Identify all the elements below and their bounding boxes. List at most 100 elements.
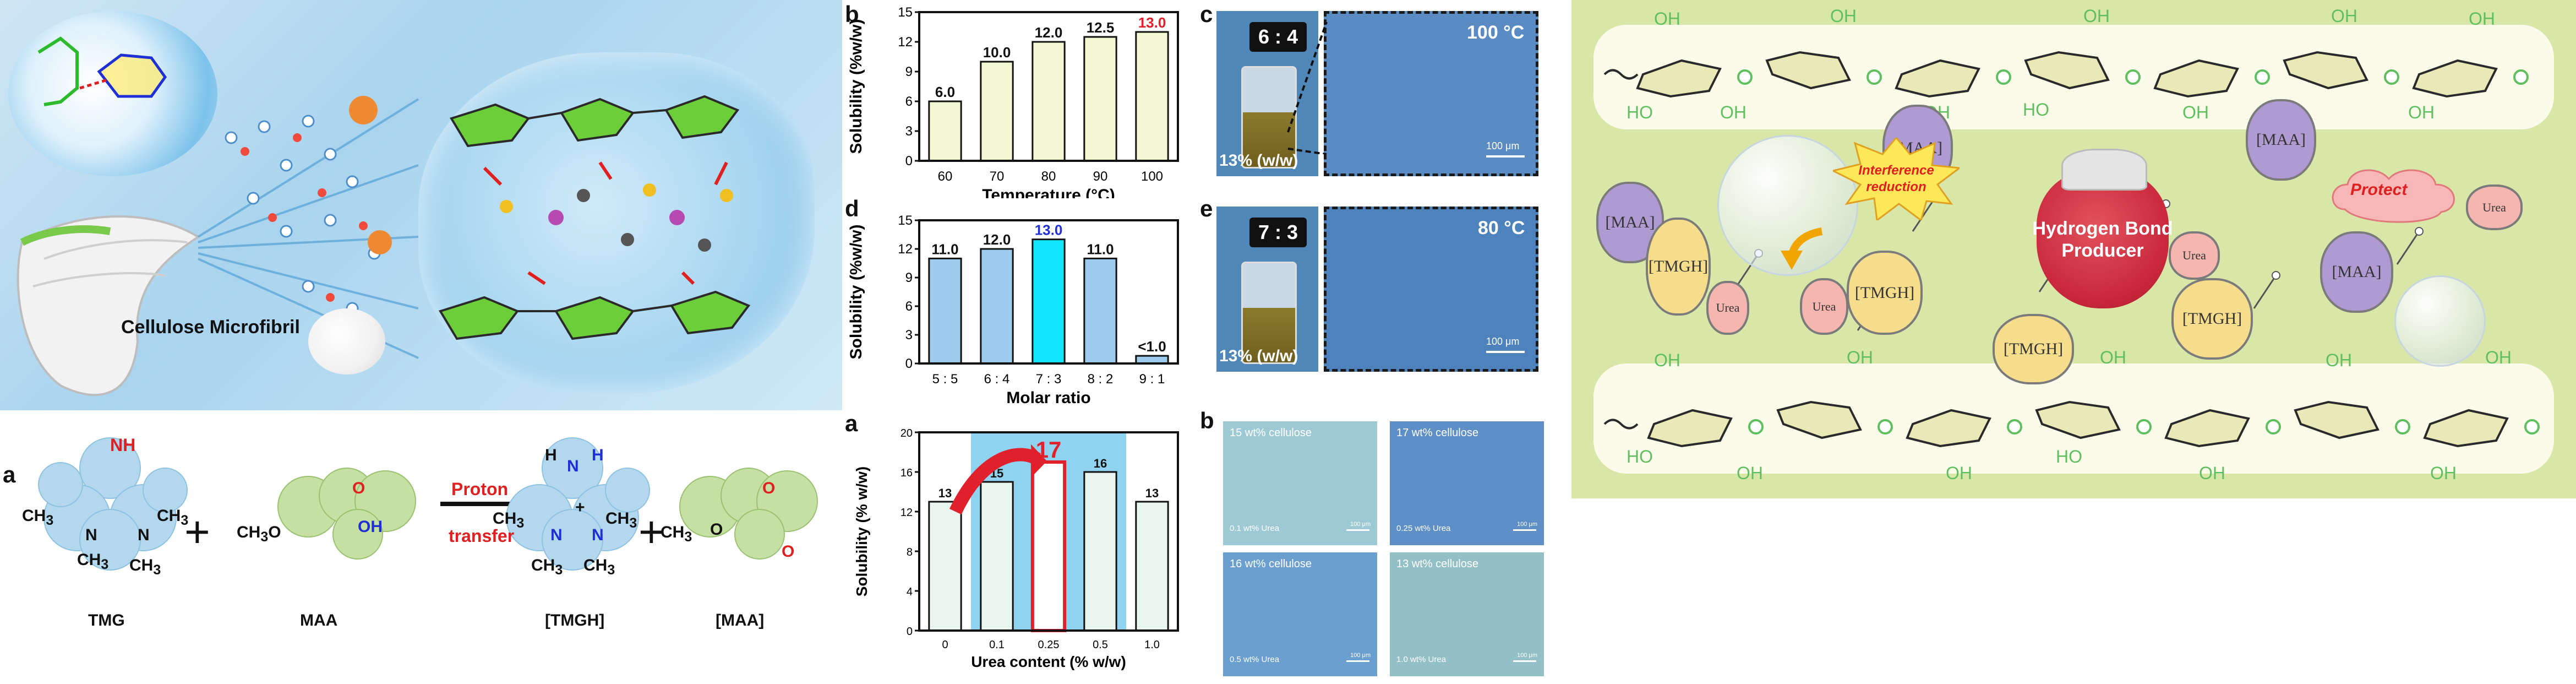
y-axis-label: Solubility (% w/w): [853, 466, 870, 596]
panel-letter-c: c: [1200, 1, 1213, 27]
tile-scale-label: 100 μm: [1350, 652, 1371, 659]
panel-letter-b-urea-micrographs: b: [1200, 408, 1214, 433]
panel-letter-d-molar-ratio: d: [845, 196, 859, 221]
hydrogen-bond-producer-label: Hydrogen Bond Producer: [2009, 218, 2196, 262]
tile-scale-bar: [1513, 660, 1536, 662]
urea-blob: Urea: [1800, 278, 1848, 335]
panel-letter-b-temperature: b: [845, 1, 859, 27]
x-tick-label: 0: [942, 639, 948, 651]
bar: [980, 248, 1014, 365]
interaction-line: [1912, 198, 1936, 232]
glycosidic-oxygen: [2384, 69, 2399, 85]
molar-ratio-solubility-chart: 0 3 6 9 12 15 11.0 5 : 5 12.0 6 : 4 13.0 7 : 3 11.0 8…: [847, 213, 1179, 407]
yellow-arrow-icon: [1781, 227, 1823, 270]
glucose-ring: [2423, 409, 2509, 448]
temperature-solubility-chart: 0 3 6 9 12 15 6.0 60 10.0 70 12.0 80 12.5 90 13.0 100 Te…: [847, 5, 1179, 198]
y-tick-label: 16: [900, 467, 913, 479]
ratio-tag-e: 7 : 3: [1249, 218, 1307, 247]
x-tick-label: 0.25: [1038, 639, 1060, 651]
tmgh-blob: [TMGH]: [1847, 251, 1923, 335]
bar-value-label: 10.0: [983, 44, 1011, 61]
y-tick-label: 9: [905, 270, 913, 285]
tmgh-ch3-bottom-left: CH3: [531, 556, 563, 578]
x-tick-label: 9 : 1: [1139, 372, 1165, 387]
tile-urea-label: 0.5 wt% Urea: [1230, 655, 1280, 664]
glycosidic-oxygen: [1737, 69, 1753, 85]
tmg-ch3-bottom-right: CH3: [129, 556, 161, 578]
glycosidic-oxygen: [2255, 69, 2270, 85]
x-tick-label: 6 : 4: [984, 372, 1010, 387]
hydroxyl-label: OH: [1654, 350, 1680, 370]
y-tick-label: 6: [905, 299, 913, 314]
protection-bubble: [2394, 275, 2486, 367]
hydroxyl-label: OH: [2485, 348, 2512, 367]
x-tick-label: 7 : 3: [1036, 372, 1062, 387]
x-tick-label: 100: [1141, 169, 1163, 184]
interaction-line: [2396, 231, 2420, 265]
scale-bar-e: [1486, 351, 1525, 353]
x-tick-label: 80: [1041, 169, 1056, 184]
tmg-n-left: N: [85, 526, 97, 544]
maa-label: MAA: [300, 611, 338, 629]
interaction-node: [2272, 271, 2280, 280]
tile-cellulose-label: 13 wt% cellulose: [1396, 558, 1478, 570]
temperature-c: 100 °C: [1467, 22, 1525, 43]
y-axis-label: Solubility (%w/w): [847, 225, 865, 360]
hydroxyl-label: OH: [1737, 463, 1763, 483]
interference-burst: [1833, 138, 1960, 220]
y-tick-label: 3: [905, 124, 913, 139]
bar: [1135, 355, 1169, 365]
x-tick-label: 0.5: [1093, 639, 1108, 651]
hydroxyl-label: OH: [2408, 102, 2435, 122]
scale-label-e: 100 μm: [1486, 336, 1520, 347]
y-tick-label: 12: [898, 35, 913, 50]
hydroxyl-label: OH: [2100, 348, 2126, 367]
producer-label-line1: Hydrogen Bond: [2032, 218, 2173, 239]
plus-sign-left: +: [184, 507, 210, 556]
tmgh-blob: [TMGH]: [1993, 314, 2074, 384]
plot-frame: [918, 431, 1179, 632]
chain-end: [1603, 419, 1639, 430]
bar: [1135, 31, 1169, 162]
glucose-ring: [1895, 59, 1980, 98]
temperature-e: 80 °C: [1478, 218, 1525, 238]
increase-arrow: [949, 448, 1041, 515]
y-tick-label: 15: [898, 5, 913, 20]
micrograph-tile: 13 wt% cellulose 1.0 wt% Urea 100 μm: [1390, 552, 1544, 676]
maa-oh-group: OH: [358, 518, 383, 536]
hydroxyl-label: OH: [1847, 348, 1873, 367]
glycosidic-oxygen: [1866, 69, 1882, 85]
interference-label-line2: reduction: [1866, 180, 1926, 194]
bar-value-label: 11.0: [1087, 241, 1114, 257]
schematic-drawing: [17, 36, 419, 397]
panel-letter-e: e: [1200, 196, 1213, 221]
glycosidic-oxygen: [2007, 419, 2022, 435]
bar: [1032, 41, 1066, 162]
y-tick-label: 0: [905, 356, 913, 371]
glucose-ring: [1647, 409, 1733, 448]
bar-value-label: 13.0: [1138, 14, 1166, 31]
tile-scale-bar: [1346, 529, 1369, 531]
hydroxyl-label-ho: HO: [2023, 100, 2049, 120]
maa-ion-blob: [MAA]: [2320, 231, 2393, 313]
x-tick-label: 8 : 2: [1088, 372, 1114, 387]
chain-end: [1603, 69, 1639, 80]
bar-value-label: 16: [1094, 457, 1107, 470]
hydroxyl-label: OH: [1946, 463, 1972, 483]
interference-label-line1: Interference: [1858, 163, 1934, 178]
bar: [928, 501, 962, 632]
glycosidic-oxygen: [2524, 419, 2540, 435]
tmgh-ch3-bottom-right: CH3: [583, 556, 615, 578]
hydroxyl-label: OH: [2469, 9, 2495, 29]
tmgh-n-left: N: [550, 526, 563, 544]
hydroxyl-label: OH: [1654, 9, 1680, 29]
tile-scale-label: 100 μm: [1517, 652, 1537, 659]
hydroxyl-label: OH: [2326, 350, 2352, 370]
bar: [1135, 501, 1169, 632]
panel-letter-a-reaction: a: [3, 462, 16, 487]
tmg-ch3-bottom-left: CH3: [77, 551, 109, 572]
y-tick-label: 6: [905, 94, 913, 109]
micrograph-c: [1324, 11, 1538, 176]
micrograph-tile: 16 wt% cellulose 0.5 wt% Urea 100 μm: [1223, 552, 1377, 676]
